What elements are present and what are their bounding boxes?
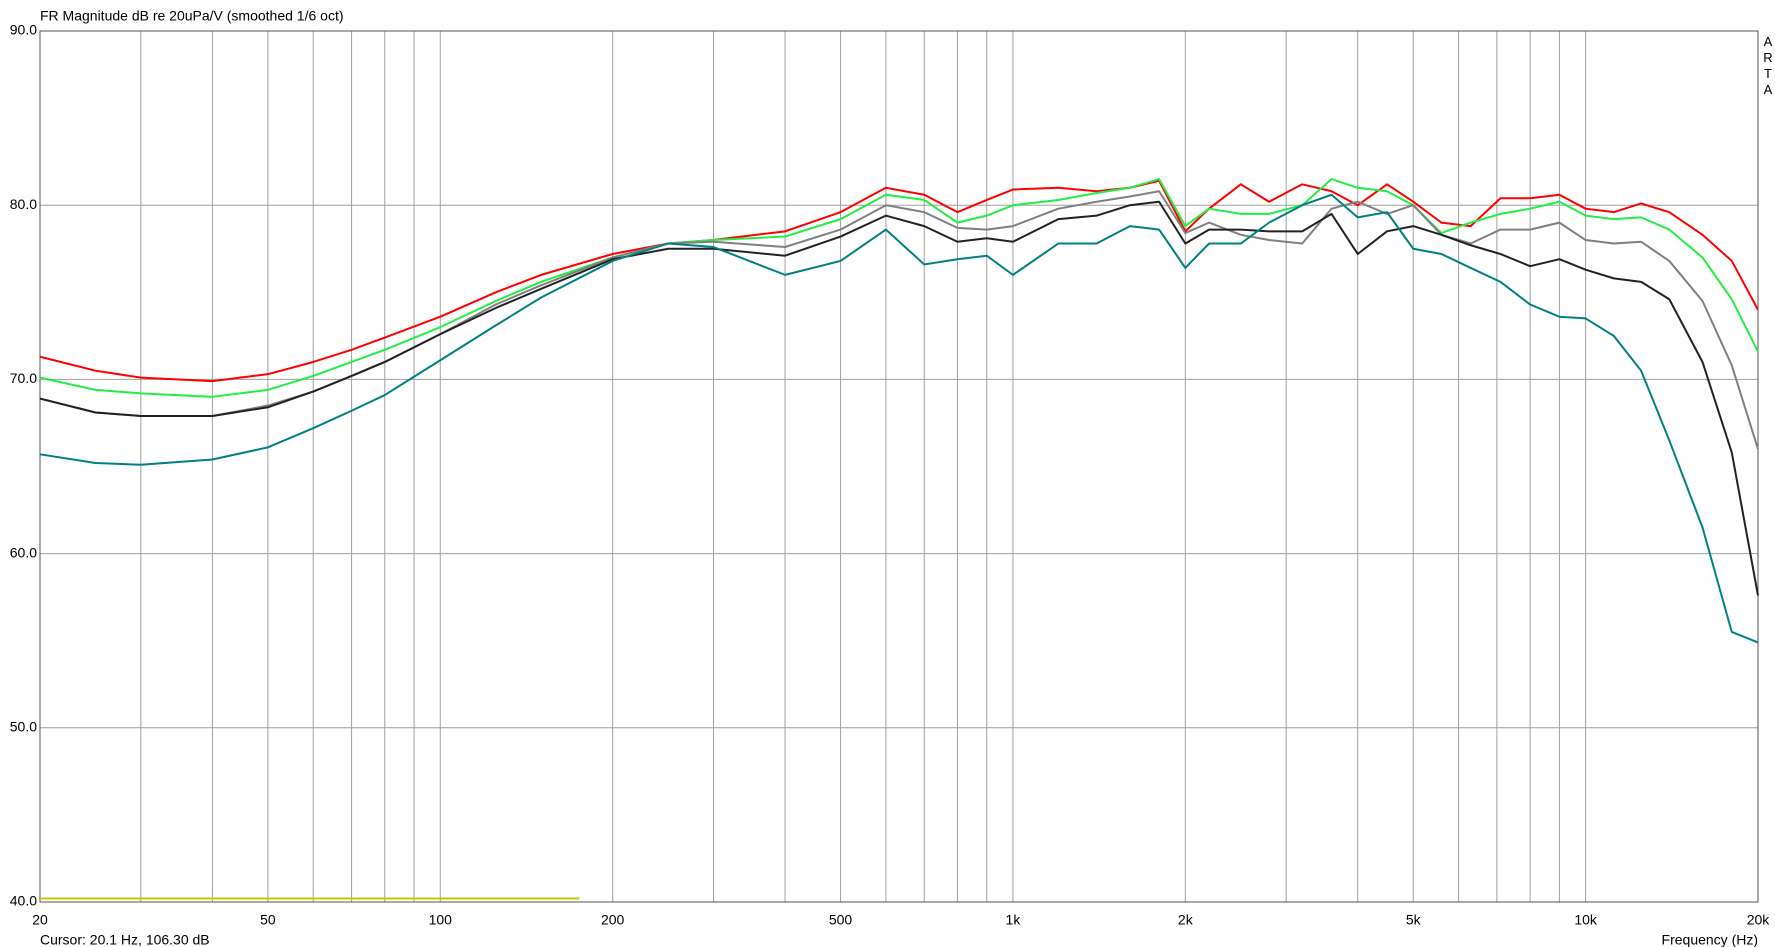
x-tick-label: 1k bbox=[1006, 912, 1022, 928]
y-tick-label: 80.0 bbox=[10, 196, 37, 212]
y-tick-label: 70.0 bbox=[10, 370, 37, 386]
series-line bbox=[39, 200, 1759, 596]
series-line bbox=[39, 178, 1759, 398]
x-tick-label: 10k bbox=[1574, 912, 1598, 928]
x-tick-label: 2k bbox=[1178, 912, 1194, 928]
plot-frame bbox=[39, 30, 1759, 903]
chart-title: FR Magnitude dB re 20uPa/V (smoothed 1/6… bbox=[40, 8, 344, 24]
cursor-readout: Cursor: 20.1 Hz, 106.30 dB bbox=[40, 932, 210, 947]
y-tick-label: 50.0 bbox=[10, 719, 37, 735]
y-tick-label: 90.0 bbox=[10, 22, 37, 38]
y-tick-label: 60.0 bbox=[10, 544, 37, 560]
x-tick-label: 20k bbox=[1747, 912, 1771, 928]
x-tick-label: 5k bbox=[1406, 912, 1422, 928]
x-tick-label: 50 bbox=[260, 912, 276, 928]
brand: ARTA bbox=[1761, 34, 1775, 98]
series-line bbox=[39, 193, 1759, 644]
y-tick-label: 40.0 bbox=[10, 893, 37, 909]
x-tick-label: 20 bbox=[32, 912, 48, 928]
x-axis-label: Frequency (Hz) bbox=[1662, 932, 1758, 947]
x-tick-label: 200 bbox=[601, 912, 625, 928]
x-tick-label: 500 bbox=[829, 912, 853, 928]
x-tick-label: 100 bbox=[429, 912, 453, 928]
